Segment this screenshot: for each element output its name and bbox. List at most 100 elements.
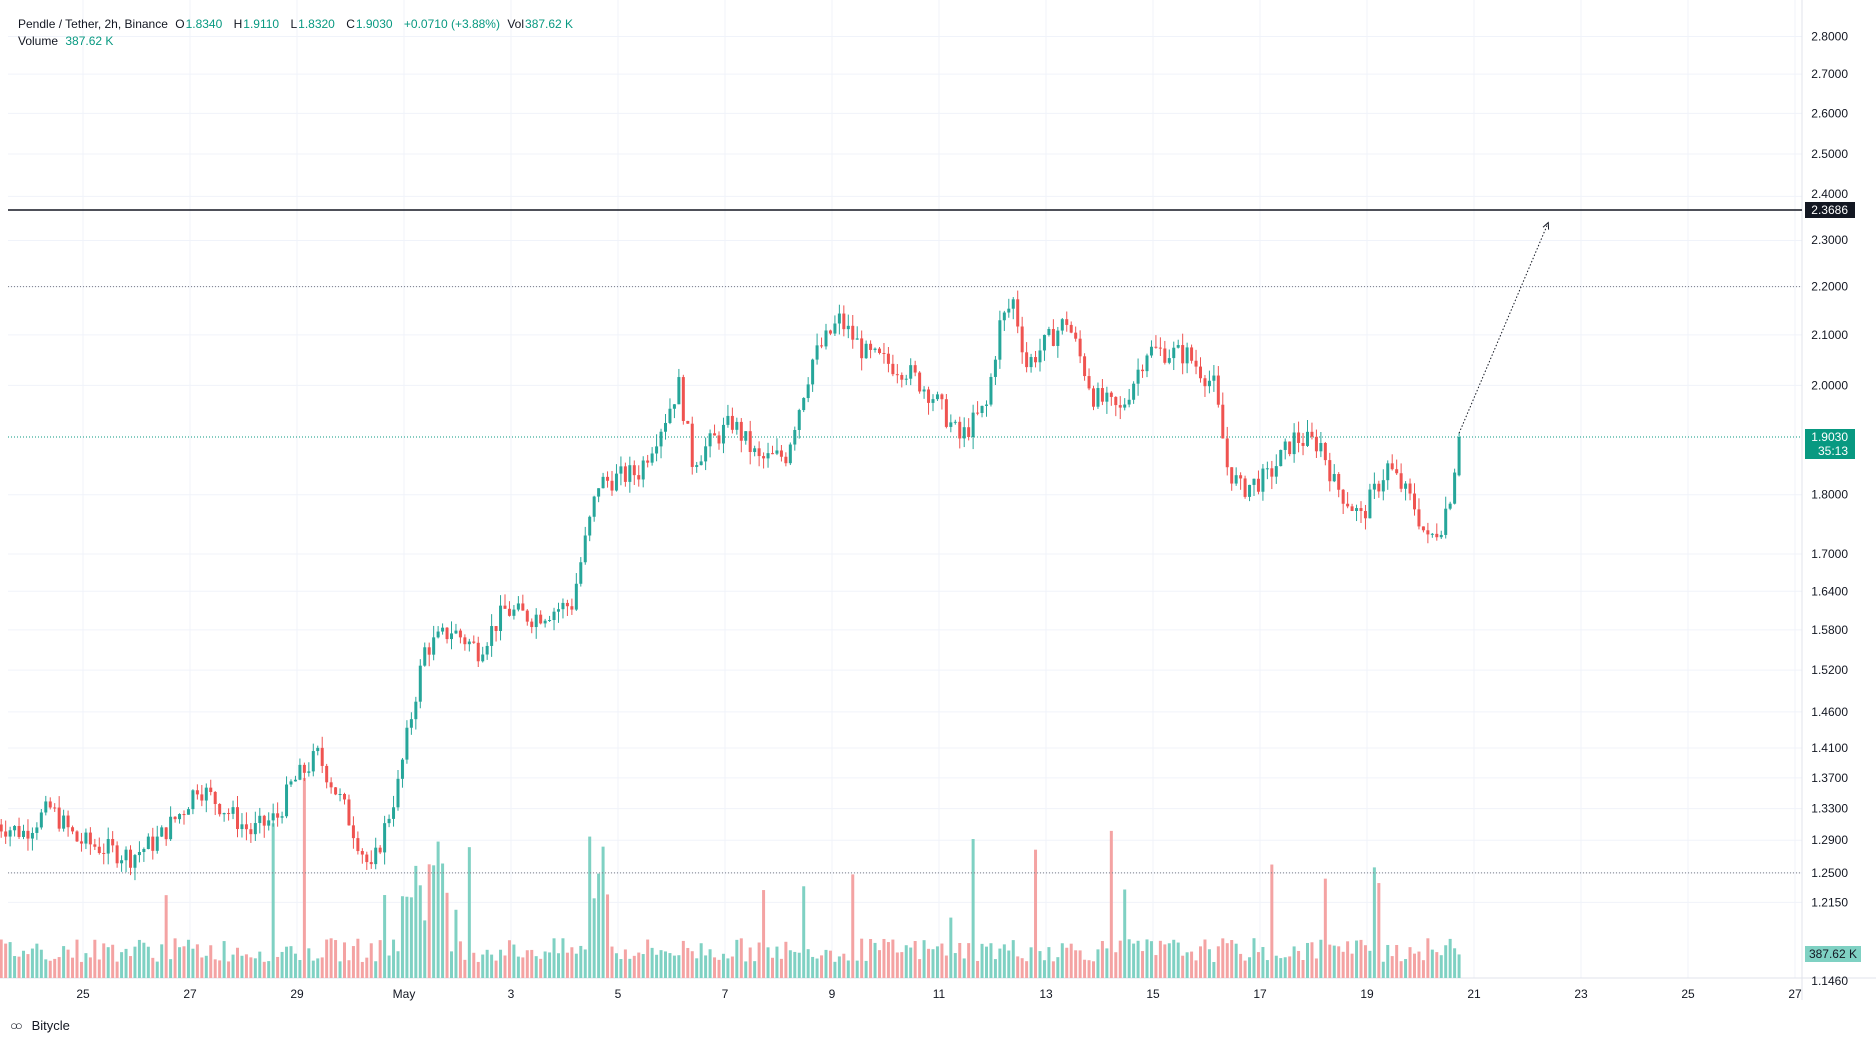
volume-bar bbox=[797, 952, 801, 978]
candle-body bbox=[922, 389, 926, 392]
volume-bar bbox=[1283, 957, 1287, 978]
candle-body bbox=[1279, 449, 1283, 467]
volume-bar bbox=[1323, 878, 1327, 978]
volume-bar bbox=[351, 946, 355, 978]
candle-body bbox=[1350, 506, 1354, 511]
candle-body bbox=[775, 450, 779, 454]
candle-body bbox=[17, 825, 21, 837]
candle-body bbox=[405, 727, 409, 760]
candle-body bbox=[1163, 348, 1167, 363]
volume-bar bbox=[164, 895, 168, 978]
candle-body bbox=[726, 415, 730, 425]
candle-body bbox=[1435, 533, 1439, 538]
candle-body bbox=[30, 832, 34, 839]
volume-bar bbox=[985, 946, 988, 978]
candle-body bbox=[904, 378, 908, 380]
volume-bar bbox=[1248, 957, 1252, 978]
volume-bar bbox=[1332, 945, 1336, 978]
volume-bar bbox=[824, 949, 828, 978]
volume-bar bbox=[463, 959, 467, 978]
y-tick-label: 1.8000 bbox=[1811, 488, 1848, 502]
y-tick-label: 2.5000 bbox=[1811, 147, 1848, 161]
candle-body bbox=[1092, 388, 1095, 407]
volume-bar bbox=[958, 942, 962, 978]
current-price-tag bbox=[1805, 429, 1855, 459]
candle-body bbox=[142, 849, 146, 853]
candle-body bbox=[664, 422, 667, 432]
candle-body bbox=[106, 839, 110, 854]
candle-body bbox=[1225, 438, 1229, 468]
volume-bar bbox=[610, 946, 614, 978]
candle-body bbox=[913, 365, 917, 373]
y-tick-label: 2.6000 bbox=[1811, 106, 1848, 120]
countdown-text: 35:13 bbox=[1818, 444, 1848, 458]
volume-bar bbox=[392, 939, 396, 978]
candle-body bbox=[784, 456, 788, 464]
candle-body bbox=[1341, 489, 1345, 504]
candle-body bbox=[944, 399, 948, 427]
volume-bar bbox=[129, 956, 132, 978]
volume-bar bbox=[204, 955, 208, 978]
candle-body bbox=[1368, 489, 1372, 519]
volume-bar bbox=[311, 960, 315, 978]
volume-bar bbox=[579, 945, 583, 978]
candle-body bbox=[445, 627, 449, 640]
volume-bar bbox=[1051, 961, 1055, 978]
candle-body bbox=[35, 827, 39, 833]
volume-bar bbox=[499, 949, 503, 978]
candle-body bbox=[1439, 534, 1443, 538]
candle-body bbox=[1301, 442, 1305, 446]
volume-bar bbox=[632, 955, 636, 978]
volume-bar bbox=[802, 886, 806, 978]
candle-body bbox=[873, 348, 877, 350]
candle-body bbox=[1185, 347, 1189, 364]
volume-bar bbox=[365, 957, 369, 978]
candle-body bbox=[1216, 375, 1220, 405]
candle-body bbox=[958, 421, 962, 439]
candle-body bbox=[561, 602, 565, 610]
candle-body bbox=[418, 665, 422, 702]
candle-body bbox=[289, 781, 293, 785]
vol-value: 387.62 K bbox=[525, 17, 574, 31]
candle-body bbox=[1448, 503, 1452, 509]
volume-bar bbox=[1056, 957, 1060, 978]
grid-lines bbox=[8, 0, 1802, 978]
volume-bar bbox=[182, 946, 186, 978]
volume-bar bbox=[396, 951, 400, 978]
volume-bar bbox=[583, 949, 587, 978]
candle-body bbox=[1118, 405, 1122, 408]
candle-body bbox=[1444, 508, 1448, 535]
candle-body bbox=[681, 377, 685, 421]
volume-bar bbox=[472, 952, 476, 978]
volume-bar bbox=[84, 953, 88, 978]
candle-body bbox=[8, 830, 12, 837]
volume-bar bbox=[1328, 944, 1332, 978]
volume-bar bbox=[793, 951, 797, 978]
candle-body bbox=[1256, 478, 1260, 492]
volume-bar bbox=[0, 939, 3, 978]
candle-body bbox=[1346, 503, 1350, 507]
volume-bar bbox=[886, 942, 890, 978]
candle-body bbox=[985, 404, 988, 406]
candle-body bbox=[530, 621, 534, 628]
candle-body bbox=[1181, 345, 1185, 364]
volume-bar bbox=[940, 943, 944, 978]
candle-body bbox=[1212, 375, 1216, 381]
candle-body bbox=[1381, 480, 1385, 492]
candle-body bbox=[1123, 404, 1127, 408]
volume-bar bbox=[1154, 955, 1158, 978]
volume-bar bbox=[178, 947, 182, 978]
volume-bar bbox=[218, 960, 222, 978]
volume-bar bbox=[13, 956, 17, 978]
volume-bar bbox=[735, 939, 739, 978]
volume-bar bbox=[998, 948, 1002, 978]
volume-bar bbox=[200, 957, 204, 978]
volume-bar bbox=[1314, 958, 1318, 978]
volume-bar bbox=[249, 957, 253, 978]
volume-bar bbox=[8, 942, 12, 978]
volume-bar bbox=[1078, 950, 1082, 978]
volume-bar bbox=[39, 949, 43, 978]
candle-body bbox=[793, 430, 797, 445]
